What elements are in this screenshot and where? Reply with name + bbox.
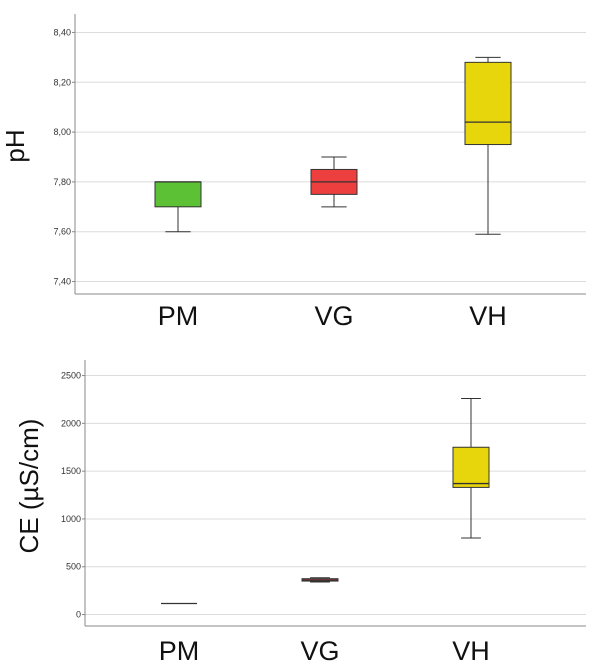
box-body bbox=[464, 61, 512, 146]
box-vh bbox=[464, 56, 512, 235]
box-vh bbox=[452, 398, 490, 539]
category-label-vh: VH bbox=[452, 636, 490, 666]
box-vg bbox=[301, 577, 339, 583]
box-body bbox=[452, 446, 490, 488]
y-tick-label: 8,20 bbox=[53, 77, 71, 87]
ph-boxplot-panel: 7,40 7,60 7,80 8,00 8,20 8,40 PM VG VH pH bbox=[0, 14, 586, 331]
y-tick-label: 7,80 bbox=[53, 177, 71, 187]
y-tick-label: 7,60 bbox=[53, 227, 71, 237]
y-tick-label: 1000 bbox=[61, 514, 81, 524]
y-tick-label: 7,40 bbox=[53, 277, 71, 287]
y-tick-label: 2500 bbox=[61, 371, 81, 381]
category-label-vg: VG bbox=[314, 301, 353, 331]
box-vg bbox=[310, 156, 358, 208]
y-tick-label: 8,00 bbox=[53, 127, 71, 137]
y-tick-label: 1500 bbox=[61, 466, 81, 476]
category-label-vg: VG bbox=[300, 636, 339, 666]
category-label-vh: VH bbox=[469, 301, 507, 331]
box-pm bbox=[154, 181, 202, 233]
category-label-pm: PM bbox=[158, 301, 199, 331]
box-body bbox=[154, 181, 202, 208]
y-tick-label: 500 bbox=[66, 562, 81, 572]
category-label-pm: PM bbox=[159, 636, 200, 666]
ce-boxplot-panel: 0 500 1000 1500 2000 2500 PM VG VH CE (µS/cm) bbox=[14, 360, 586, 666]
y-tick-label: 0 bbox=[76, 610, 81, 620]
y-tick-label: 2000 bbox=[61, 418, 81, 428]
y-tick-label: 8,40 bbox=[53, 27, 71, 37]
y-axis-label: pH bbox=[0, 129, 30, 162]
y-axis-label: CE (µS/cm) bbox=[14, 419, 44, 554]
